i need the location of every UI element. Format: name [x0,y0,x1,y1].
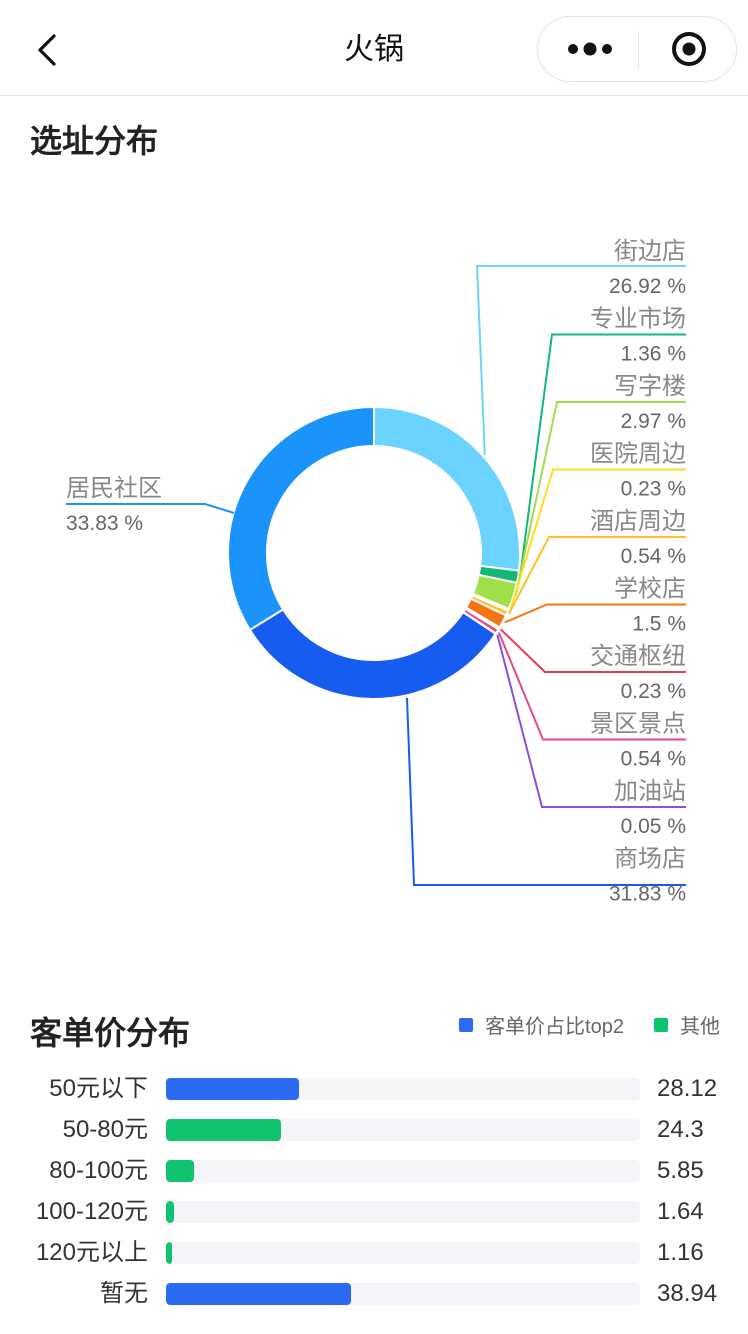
bar-fill [166,1283,351,1305]
slice-value: 0.54 % [621,545,686,568]
slice-value: 31.83 % [609,883,686,906]
slice-label: 写字楼 [614,373,686,400]
slice-value: 0.05 % [621,815,686,838]
leader-line [497,632,686,741]
bar-track [166,1160,640,1182]
bar-row: 120元以上 1.16 [0,1238,748,1268]
slice-value: 1.36 % [621,343,686,366]
donut-slice [227,405,375,632]
bar-row: 100-120元 1.64 [0,1197,748,1227]
bar-track [166,1283,640,1305]
bar-category-label: 50-80元 [62,1116,148,1143]
slice-value: 2.97 % [621,410,686,433]
bar-fill [166,1201,174,1223]
nav-bar: 火锅 [0,0,748,96]
bar-fill [166,1160,194,1182]
legend-label: 客单价占比top2 [485,1016,624,1038]
bar-value-label: 24.3 [657,1116,704,1143]
menu-capsule [537,16,737,82]
leader-line [508,536,686,615]
price-legend: 客单价占比top2 其他 [459,1010,720,1039]
leader-line [406,697,686,886]
slice-label: 酒店周边 [590,508,686,535]
bar-row: 80-100元 5.85 [0,1156,748,1186]
leader-line [500,628,686,673]
bar-row: 暂无 38.94 [0,1279,748,1309]
slice-label: 交通枢纽 [590,643,686,670]
slice-label: 居民社区 [66,475,162,502]
bar-category-label: 80-100元 [49,1157,148,1184]
bar-fill [166,1119,282,1141]
legend-item: 其他 [654,1010,720,1039]
slice-label: 学校店 [614,576,686,603]
leader-line [514,401,686,597]
section-title-price: 客单价分布 [30,1015,191,1051]
slice-value: 0.23 % [621,680,686,703]
bar-value-label: 1.16 [657,1239,704,1266]
slice-value: 26.92 % [609,275,686,298]
bar-fill [166,1242,172,1264]
section-title-location: 选址分布 [30,123,159,159]
slice-label: 专业市场 [590,306,686,333]
bar-track [166,1201,640,1223]
more-dots-icon[interactable] [538,17,638,81]
bar-track [166,1078,640,1100]
bar-track [166,1119,640,1141]
slice-value: 1.5 % [632,613,686,636]
slice-label: 街边店 [614,238,686,265]
legend-item: 客单价占比top2 [459,1010,624,1039]
slice-value: 33.83 % [66,512,143,535]
bar-fill [166,1078,300,1100]
donut-slice [248,607,497,700]
slice-label: 景区景点 [590,711,686,738]
leader-line [496,634,686,808]
legend-swatch [654,1017,668,1032]
leader-line [509,468,686,611]
slice-value: 0.54 % [621,748,686,771]
capsule-divider [638,31,639,69]
bar-value-label: 28.12 [657,1075,718,1102]
bar-value-label: 1.64 [657,1198,704,1225]
leader-line [66,503,235,514]
legend-swatch [459,1017,474,1032]
bar-row: 50-80元 24.3 [0,1115,748,1145]
bar-category-label: 50元以下 [49,1075,148,1102]
slice-label: 加油站 [614,778,686,805]
bar-track [166,1242,640,1264]
slice-value: 0.23 % [621,478,686,501]
bar-category-label: 暂无 [100,1280,148,1307]
leader-line [519,333,686,578]
slice-label: 商场店 [614,846,686,873]
bar-value-label: 38.94 [657,1280,718,1307]
leader-line [504,603,686,624]
chevron-left-icon[interactable] [30,30,66,70]
bar-category-label: 120元以上 [35,1239,148,1266]
target-close-icon[interactable] [639,17,737,81]
bar-value-label: 5.85 [657,1157,704,1184]
location-donut-chart: 街边店 26.92 % 专业市场 1.36 % 写字楼 2.97 % 医院周边 0.23 % 酒… [66,238,686,906]
leader-line [475,265,686,455]
bar-category-label: 100-120元 [35,1198,148,1225]
bar-row: 50元以下 28.12 [0,1074,748,1104]
slice-label: 医院周边 [590,441,686,468]
legend-label: 其他 [680,1016,720,1038]
donut-slice [373,405,521,572]
